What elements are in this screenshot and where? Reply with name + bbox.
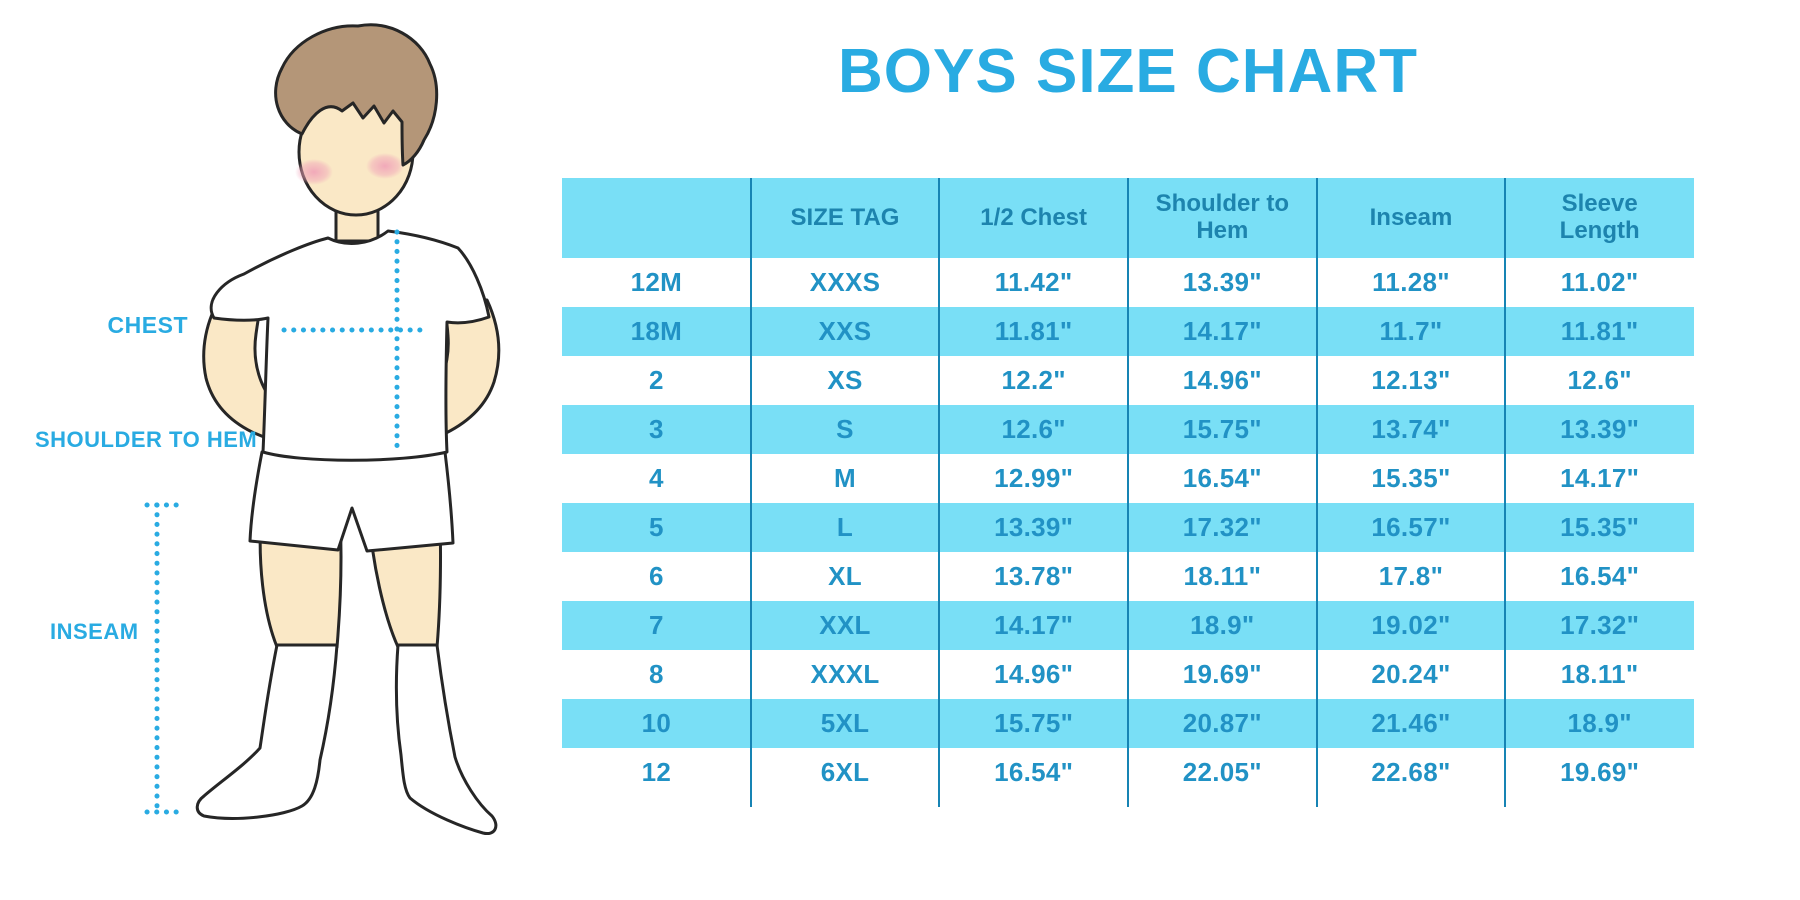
- table-body: 12M XXXS 11.42" 13.39" 11.28" 11.02" 18M XXS 11.…: [562, 258, 1694, 797]
- table-cell: 10: [641, 708, 672, 738]
- table-cell: 18.9": [1567, 708, 1632, 738]
- table-cell: 11.81": [994, 316, 1073, 346]
- boy-hair: [274, 23, 439, 167]
- inseam-label: INSEAM: [50, 619, 139, 644]
- table-row: 8 XXXL 14.96" 19.69" 20.24" 18.11": [562, 650, 1694, 699]
- table-cell: 17.32": [1182, 512, 1262, 542]
- boy-right-sock: [394, 643, 498, 836]
- table-cell: 17.32": [1560, 610, 1640, 640]
- table-row: 3 S 12.6" 15.75" 13.74" 13.39": [562, 405, 1694, 454]
- table-cell: XXXS: [809, 267, 881, 297]
- table-cell: 15.35": [1371, 463, 1451, 493]
- table-cell: 14.96": [1182, 365, 1262, 395]
- table-cell: 14.17": [1560, 463, 1640, 493]
- table-cell: 19.69": [1560, 757, 1640, 787]
- table-cell: 5: [648, 512, 664, 542]
- table-cell: 22.05": [1182, 757, 1262, 787]
- table-cell: 16.57": [1371, 512, 1451, 542]
- table-row: 10 5XL 15.75" 20.87" 21.46" 18.9": [562, 699, 1694, 748]
- table-cell: 13.78": [994, 561, 1074, 591]
- table-cell: 15.75": [1182, 414, 1262, 444]
- table-cell: 18.11": [1560, 659, 1639, 689]
- table-row: 7 XXL 14.17" 18.9" 19.02" 17.32": [562, 601, 1694, 650]
- table-cell: 12.2": [1001, 365, 1066, 395]
- table-cell: 11.28": [1372, 267, 1450, 297]
- table-row: 4 M 12.99" 16.54" 15.35" 14.17": [562, 454, 1694, 503]
- table-row: 12 6XL 16.54" 22.05" 22.68" 19.69": [562, 748, 1694, 797]
- table-cell: 11.02": [1560, 267, 1639, 297]
- table-cell: 12.99": [994, 463, 1074, 493]
- table-cell: 20.87": [1182, 708, 1262, 738]
- table-cell: 6: [648, 561, 664, 591]
- size-table: SIZE TAG 1/2 Chest Shoulder to Hem Inseam Sl…: [562, 178, 1694, 807]
- table-cell: 7: [648, 610, 664, 640]
- column-header: SIZE TAG: [790, 203, 900, 231]
- table-cell: 13.39": [994, 512, 1074, 542]
- page-title: BOYS SIZE CHART: [838, 37, 1418, 106]
- column-header: Shoulder to Hem: [1155, 190, 1289, 244]
- table-cell: 11.42": [994, 267, 1073, 297]
- table-cell: XL: [828, 561, 862, 591]
- table-cell: 14.17": [994, 610, 1074, 640]
- table-cell: 19.02": [1371, 610, 1451, 640]
- table-row: 18M XXS 11.81" 14.17" 11.7" 11.81": [562, 307, 1694, 356]
- table-row: 2 XS 12.2" 14.96" 12.13" 12.6": [562, 356, 1694, 405]
- table-cell: S: [836, 414, 854, 444]
- boy-blush-left: [295, 159, 333, 185]
- table-cell: 12.6": [1001, 414, 1066, 444]
- table-cell: 12.6": [1567, 365, 1632, 395]
- table-cell: 19.69": [1182, 659, 1262, 689]
- table-cell: XXS: [818, 316, 872, 346]
- column-header: 1/2 Chest: [980, 203, 1088, 231]
- table-cell: 22.68": [1371, 757, 1451, 787]
- chest-label: CHEST: [107, 312, 188, 338]
- table-cell: M: [834, 463, 856, 493]
- boy-blush-right: [366, 153, 404, 179]
- table-cell: 21.46": [1371, 708, 1451, 738]
- column-header: Sleeve Length: [1559, 190, 1640, 244]
- table-cell: 18.9": [1190, 610, 1255, 640]
- table-cell: 11.7": [1379, 316, 1443, 346]
- table-cell: XXXL: [810, 659, 880, 689]
- boy-illustration: [144, 23, 501, 836]
- table-cell: 8: [648, 659, 664, 689]
- table-cell: 16.54": [1560, 561, 1640, 591]
- table-cell: 16.54": [1182, 463, 1262, 493]
- table-cell: 12: [641, 757, 672, 787]
- table-cell: 12M: [630, 267, 683, 297]
- table-cell: 2: [648, 365, 664, 395]
- table-cell: 13.74": [1371, 414, 1451, 444]
- table-cell: XXL: [819, 610, 871, 640]
- boy-shorts: [248, 450, 455, 553]
- column-header: Inseam: [1369, 203, 1453, 231]
- table-row: 12M XXXS 11.42" 13.39" 11.28" 11.02": [562, 258, 1694, 307]
- table-row: 6 XL 13.78" 18.11" 17.8" 16.54": [562, 552, 1694, 601]
- table-cell: 17.8": [1378, 561, 1444, 591]
- table-cell: 12.13": [1371, 365, 1451, 395]
- table-cell: 18.11": [1183, 561, 1262, 591]
- table-cell: 20.24": [1371, 659, 1451, 689]
- boy-tshirt: [209, 229, 491, 462]
- column-header: [562, 178, 751, 258]
- table-cell: 11.81": [1560, 316, 1639, 346]
- boy-left-sock: [195, 643, 339, 820]
- table-cell: 4: [648, 463, 664, 493]
- table-row: 5 L 13.39" 17.32" 16.57" 15.35": [562, 503, 1694, 552]
- table-cell: 15.35": [1560, 512, 1640, 542]
- table-cell: 3: [648, 414, 664, 444]
- table-cell: 13.39": [1182, 267, 1262, 297]
- table-cell: 16.54": [994, 757, 1074, 787]
- shoulder-to-hem-label: SHOULDER TO HEM: [35, 427, 258, 452]
- table-cell: 14.96": [994, 659, 1074, 689]
- table-cell: 6XL: [820, 757, 870, 787]
- table-cell: XS: [827, 365, 863, 395]
- table-cell: 18M: [630, 316, 683, 346]
- table-cell: 14.17": [1182, 316, 1262, 346]
- table-cell: 13.39": [1560, 414, 1640, 444]
- table-cell: L: [836, 512, 854, 542]
- table-header-row: SIZE TAG 1/2 Chest Shoulder to Hem Inseam Sl…: [562, 178, 1694, 258]
- table-cell: 5XL: [820, 708, 870, 738]
- table-cell: 15.75": [994, 708, 1074, 738]
